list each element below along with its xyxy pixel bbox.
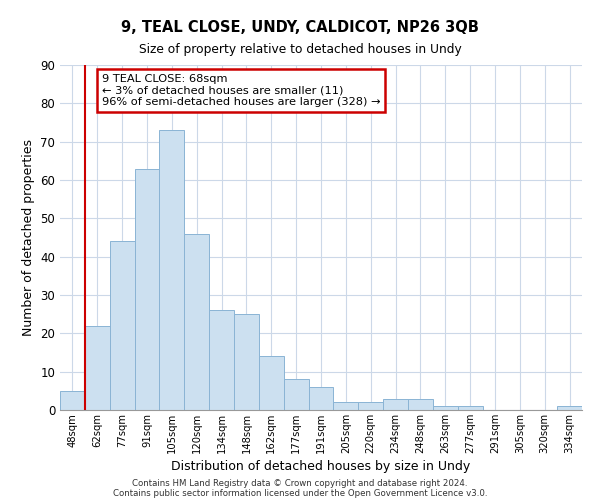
Text: 9, TEAL CLOSE, UNDY, CALDICOT, NP26 3QB: 9, TEAL CLOSE, UNDY, CALDICOT, NP26 3QB	[121, 20, 479, 35]
Bar	[160, 130, 184, 410]
Y-axis label: Number of detached properties: Number of detached properties	[22, 139, 35, 336]
Bar	[458, 406, 482, 410]
Bar	[234, 314, 259, 410]
Bar	[259, 356, 284, 410]
Bar	[184, 234, 209, 410]
Bar	[408, 398, 433, 410]
Text: Contains HM Land Registry data © Crown copyright and database right 2024.: Contains HM Land Registry data © Crown c…	[132, 478, 468, 488]
Text: Size of property relative to detached houses in Undy: Size of property relative to detached ho…	[139, 42, 461, 56]
Text: 9 TEAL CLOSE: 68sqm
← 3% of detached houses are smaller (11)
96% of semi-detache: 9 TEAL CLOSE: 68sqm ← 3% of detached hou…	[102, 74, 380, 107]
Bar	[308, 387, 334, 410]
Bar	[334, 402, 358, 410]
Bar	[557, 406, 582, 410]
Bar	[284, 380, 308, 410]
Bar	[85, 326, 110, 410]
Bar	[358, 402, 383, 410]
Bar	[209, 310, 234, 410]
Bar	[433, 406, 458, 410]
Text: Contains public sector information licensed under the Open Government Licence v3: Contains public sector information licen…	[113, 488, 487, 498]
X-axis label: Distribution of detached houses by size in Undy: Distribution of detached houses by size …	[172, 460, 470, 473]
Bar	[60, 391, 85, 410]
Bar	[134, 168, 160, 410]
Bar	[110, 242, 134, 410]
Bar	[383, 398, 408, 410]
